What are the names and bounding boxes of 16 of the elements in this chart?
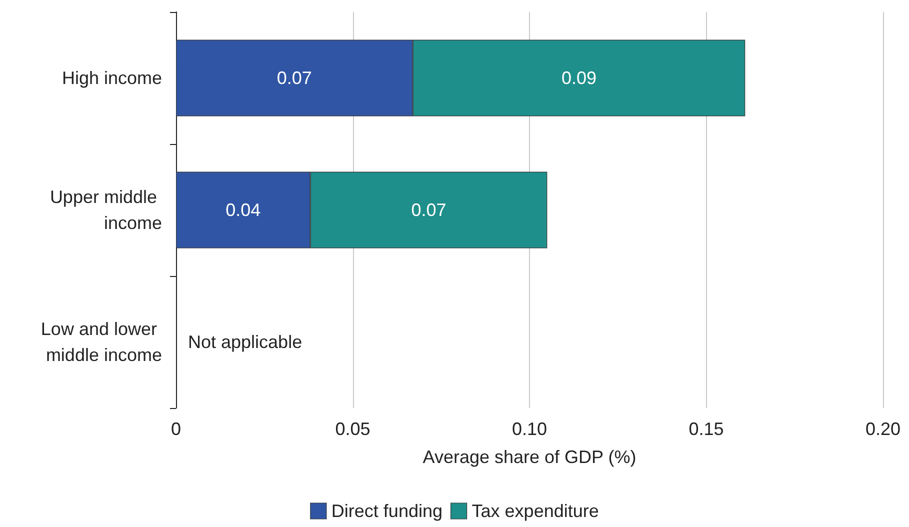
x-tick-label: 0.15 (688, 419, 724, 439)
x-tick-label: 0.20 (865, 419, 901, 439)
x-tick-label: 0.05 (335, 419, 370, 439)
x-tick-label: 0.10 (512, 419, 548, 439)
y-tick-label: Low and lower middle income (40, 319, 162, 365)
annotation: Not applicable (188, 332, 302, 352)
legend-label: Tax expenditure (472, 501, 599, 521)
x-axis-title: Average share of GDP (%) (422, 447, 636, 467)
data-label: 0.04 (226, 200, 261, 220)
y-tick-label: High income (62, 68, 162, 88)
y-tick-label: Upper middle income (50, 187, 162, 233)
data-label: 0.07 (276, 68, 312, 88)
data-label: 0.07 (411, 200, 446, 220)
legend-label: Direct funding (331, 501, 442, 521)
x-tick-label: 0 (170, 419, 182, 439)
data-label: 0.09 (561, 68, 597, 88)
